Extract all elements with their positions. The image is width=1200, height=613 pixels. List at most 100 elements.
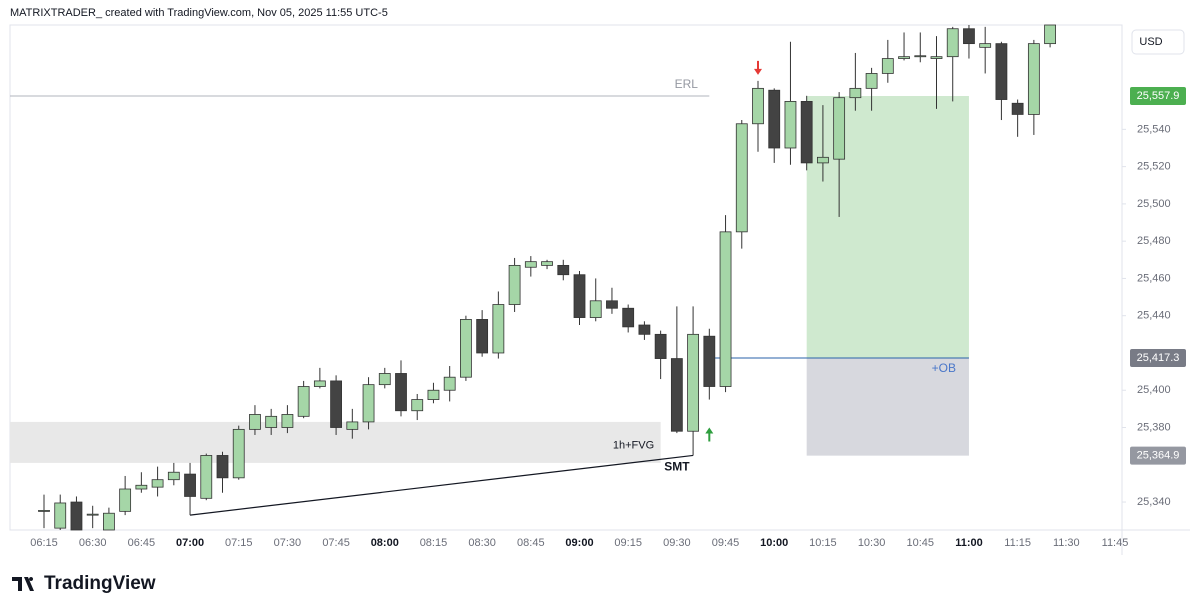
candle-body: [898, 56, 910, 59]
candle-body: [395, 373, 407, 412]
candle-body: [265, 415, 278, 428]
candle-body: [606, 300, 618, 309]
x-tick-label: 08:45: [517, 537, 545, 549]
x-tick-label: 07:45: [322, 537, 350, 549]
candle-body: [735, 123, 748, 233]
x-tick-label: 09:15: [614, 537, 642, 549]
candle-body: [1027, 43, 1040, 115]
candle-body: [833, 97, 846, 160]
candle-body: [914, 55, 927, 58]
candle-body: [492, 304, 505, 354]
candle-body: [849, 87, 862, 99]
candle-body: [460, 319, 472, 378]
x-tick-label: 10:15: [809, 537, 837, 549]
header-caption: MATRIXTRADER_ created with TradingView.c…: [10, 7, 388, 19]
erl-label: ERL: [675, 77, 699, 91]
candle-body: [1044, 24, 1056, 45]
candle-body: [768, 89, 781, 149]
x-tick-label: 10:00: [760, 537, 788, 549]
x-tick-label: 11:30: [1053, 537, 1080, 549]
y-tick-label: 25,380: [1137, 421, 1171, 433]
price-label: 25,417.3: [1137, 352, 1180, 364]
price-label-box: [1130, 349, 1186, 368]
candle-body: [281, 414, 294, 428]
x-tick-label: 11:15: [1004, 537, 1031, 549]
candle-body: [817, 156, 829, 164]
candle-body: [963, 28, 975, 45]
x-tick-label: 10:30: [858, 537, 886, 549]
candle-body: [362, 384, 375, 423]
logo-icon: [12, 577, 34, 591]
smt-line: [189, 454, 694, 516]
candle-body: [38, 510, 50, 512]
sell-arrow: [754, 60, 762, 75]
candle-body: [249, 414, 261, 430]
x-tick-label: 11:00: [955, 537, 983, 549]
x-tick-label: 06:30: [79, 537, 107, 549]
candle-body: [411, 399, 424, 412]
x-tick-label: 09:45: [712, 537, 740, 549]
candle-body: [119, 488, 132, 512]
x-tick-label: 09:00: [565, 537, 593, 549]
x-tick-label: 08:00: [371, 537, 399, 549]
x-tick-label: 11:45: [1102, 537, 1129, 549]
x-tick-label: 09:30: [663, 537, 691, 549]
smt-label: SMT: [664, 460, 690, 474]
candle-body: [654, 333, 667, 359]
candle-body: [622, 307, 635, 328]
x-tick-label: 06:15: [30, 537, 58, 549]
candle-body: [330, 380, 342, 428]
target-zone: [806, 95, 969, 359]
ob-label: +OB: [932, 361, 956, 375]
candle-body: [638, 324, 651, 335]
candle-body: [232, 428, 245, 479]
buy-arrow: [705, 427, 714, 442]
y-tick-label: 25,540: [1137, 123, 1171, 135]
candle-body: [508, 264, 521, 305]
candle-body: [865, 73, 878, 89]
candle-body: [1011, 102, 1024, 115]
candle-body: [103, 512, 115, 531]
candle-body: [800, 101, 813, 164]
candle-body: [946, 28, 959, 58]
currency-box[interactable]: [1131, 29, 1185, 55]
y-tick-label: 25,500: [1137, 198, 1171, 210]
candle-body: [979, 43, 992, 48]
logo: TradingView: [12, 573, 156, 594]
candle-body: [670, 358, 683, 432]
stop-zone: [806, 358, 969, 456]
x-tick-label: 10:45: [907, 537, 935, 549]
x-tick-label: 06:45: [128, 537, 156, 549]
candle-body: [184, 473, 196, 497]
candle-body: [216, 455, 229, 479]
candle-body: [427, 389, 440, 400]
candle-body: [54, 502, 67, 529]
y-tick-label: 25,400: [1137, 384, 1171, 396]
candle-body: [881, 58, 894, 74]
candle-body: [541, 261, 553, 266]
candle-body: [573, 274, 586, 318]
candle-body: [784, 101, 797, 149]
candle-body: [557, 264, 570, 276]
logo-text: TradingView: [44, 573, 156, 594]
fvg-zone: [10, 421, 661, 463]
candle-body: [135, 484, 148, 490]
candle-body: [346, 421, 359, 430]
candle-body: [167, 471, 180, 481]
candle-body: [752, 87, 764, 125]
candle-body: [930, 56, 943, 59]
candle-body: [589, 300, 602, 318]
candle-body: [476, 319, 489, 354]
candle-body: [687, 333, 699, 432]
y-tick-label: 25,340: [1137, 496, 1171, 508]
candle-body: [70, 501, 83, 531]
fvg-label: 1h+FVG: [613, 439, 654, 451]
x-tick-label: 07:30: [274, 537, 302, 549]
currency: USD: [1139, 36, 1162, 48]
x-tick-label: 07:00: [176, 537, 204, 549]
candle-body: [995, 43, 1008, 100]
price-label-box: [1130, 86, 1186, 105]
y-tick-label: 25,440: [1137, 310, 1171, 322]
candle-body: [151, 479, 164, 488]
price-label: 25,557.9: [1137, 90, 1180, 102]
